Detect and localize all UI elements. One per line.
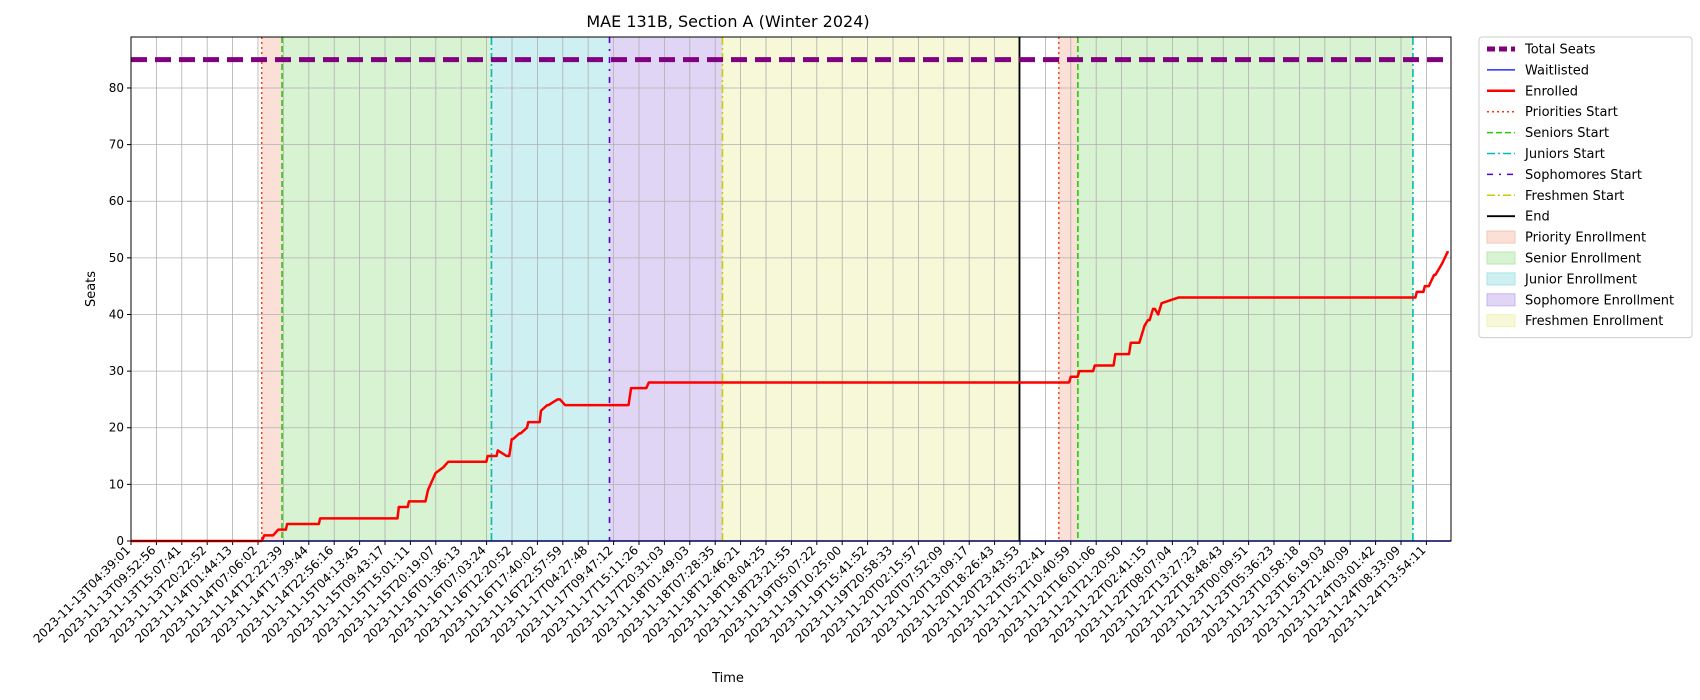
legend-label: Freshmen Start — [1525, 189, 1624, 204]
plot-area: 010203040506070802023-11-13T04:39:012023… — [31, 36, 1452, 646]
legend-label: Senior Enrollment — [1525, 252, 1641, 267]
chart-legend: Total Seats Waitlisted Enrolled Priorities … — [1478, 36, 1693, 339]
y-tick-label: 80 — [109, 81, 124, 95]
shaded-region-3 — [609, 37, 723, 541]
y-tick-label: 20 — [109, 421, 124, 435]
y-tick-label: 10 — [109, 477, 124, 491]
legend-label: Junior Enrollment — [1524, 272, 1637, 287]
legend-label: Sophomores Start — [1525, 168, 1642, 183]
y-tick-label: 70 — [109, 138, 124, 152]
legend-label: Priority Enrollment — [1525, 231, 1646, 246]
legend-swatch — [1486, 314, 1516, 328]
legend-label: End — [1525, 210, 1550, 225]
shaded-region-0 — [261, 37, 283, 541]
legend-label: Enrolled — [1525, 84, 1578, 99]
chart-title: MAE 131B, Section A (Winter 2024) — [586, 12, 869, 31]
legend-swatch — [1486, 251, 1516, 265]
shaded-region-6 — [1077, 37, 1413, 541]
enrolled-series — [131, 250, 1449, 543]
legend-label: Total Seats — [1524, 43, 1596, 58]
legend-swatch — [1486, 272, 1516, 286]
legend-swatch — [1486, 293, 1516, 307]
legend-label: Freshmen Enrollment — [1525, 314, 1663, 329]
legend-box — [1478, 36, 1693, 339]
y-tick-label: 30 — [109, 364, 124, 378]
legend-label: Juniors Start — [1524, 147, 1605, 162]
shaded-region-4 — [722, 37, 1020, 541]
shaded-region-5 — [1058, 37, 1078, 541]
shaded-region-1 — [282, 37, 492, 541]
y-tick-label: 60 — [109, 194, 124, 208]
plot-frame — [130, 36, 1452, 542]
y-tick-label: 50 — [109, 251, 124, 265]
shaded-region-2 — [491, 37, 610, 541]
legend-label: Priorities Start — [1525, 105, 1618, 120]
y-tick-label: 40 — [109, 307, 124, 321]
y-tick-label: 0 — [116, 534, 124, 548]
x-axis-label: Time — [711, 671, 744, 686]
y-axis-label: Seats — [84, 271, 99, 307]
legend-swatch — [1486, 230, 1516, 244]
legend-label: Waitlisted — [1525, 63, 1589, 78]
legend-label: Seniors Start — [1525, 126, 1609, 141]
legend-label: Sophomore Enrollment — [1525, 293, 1674, 308]
